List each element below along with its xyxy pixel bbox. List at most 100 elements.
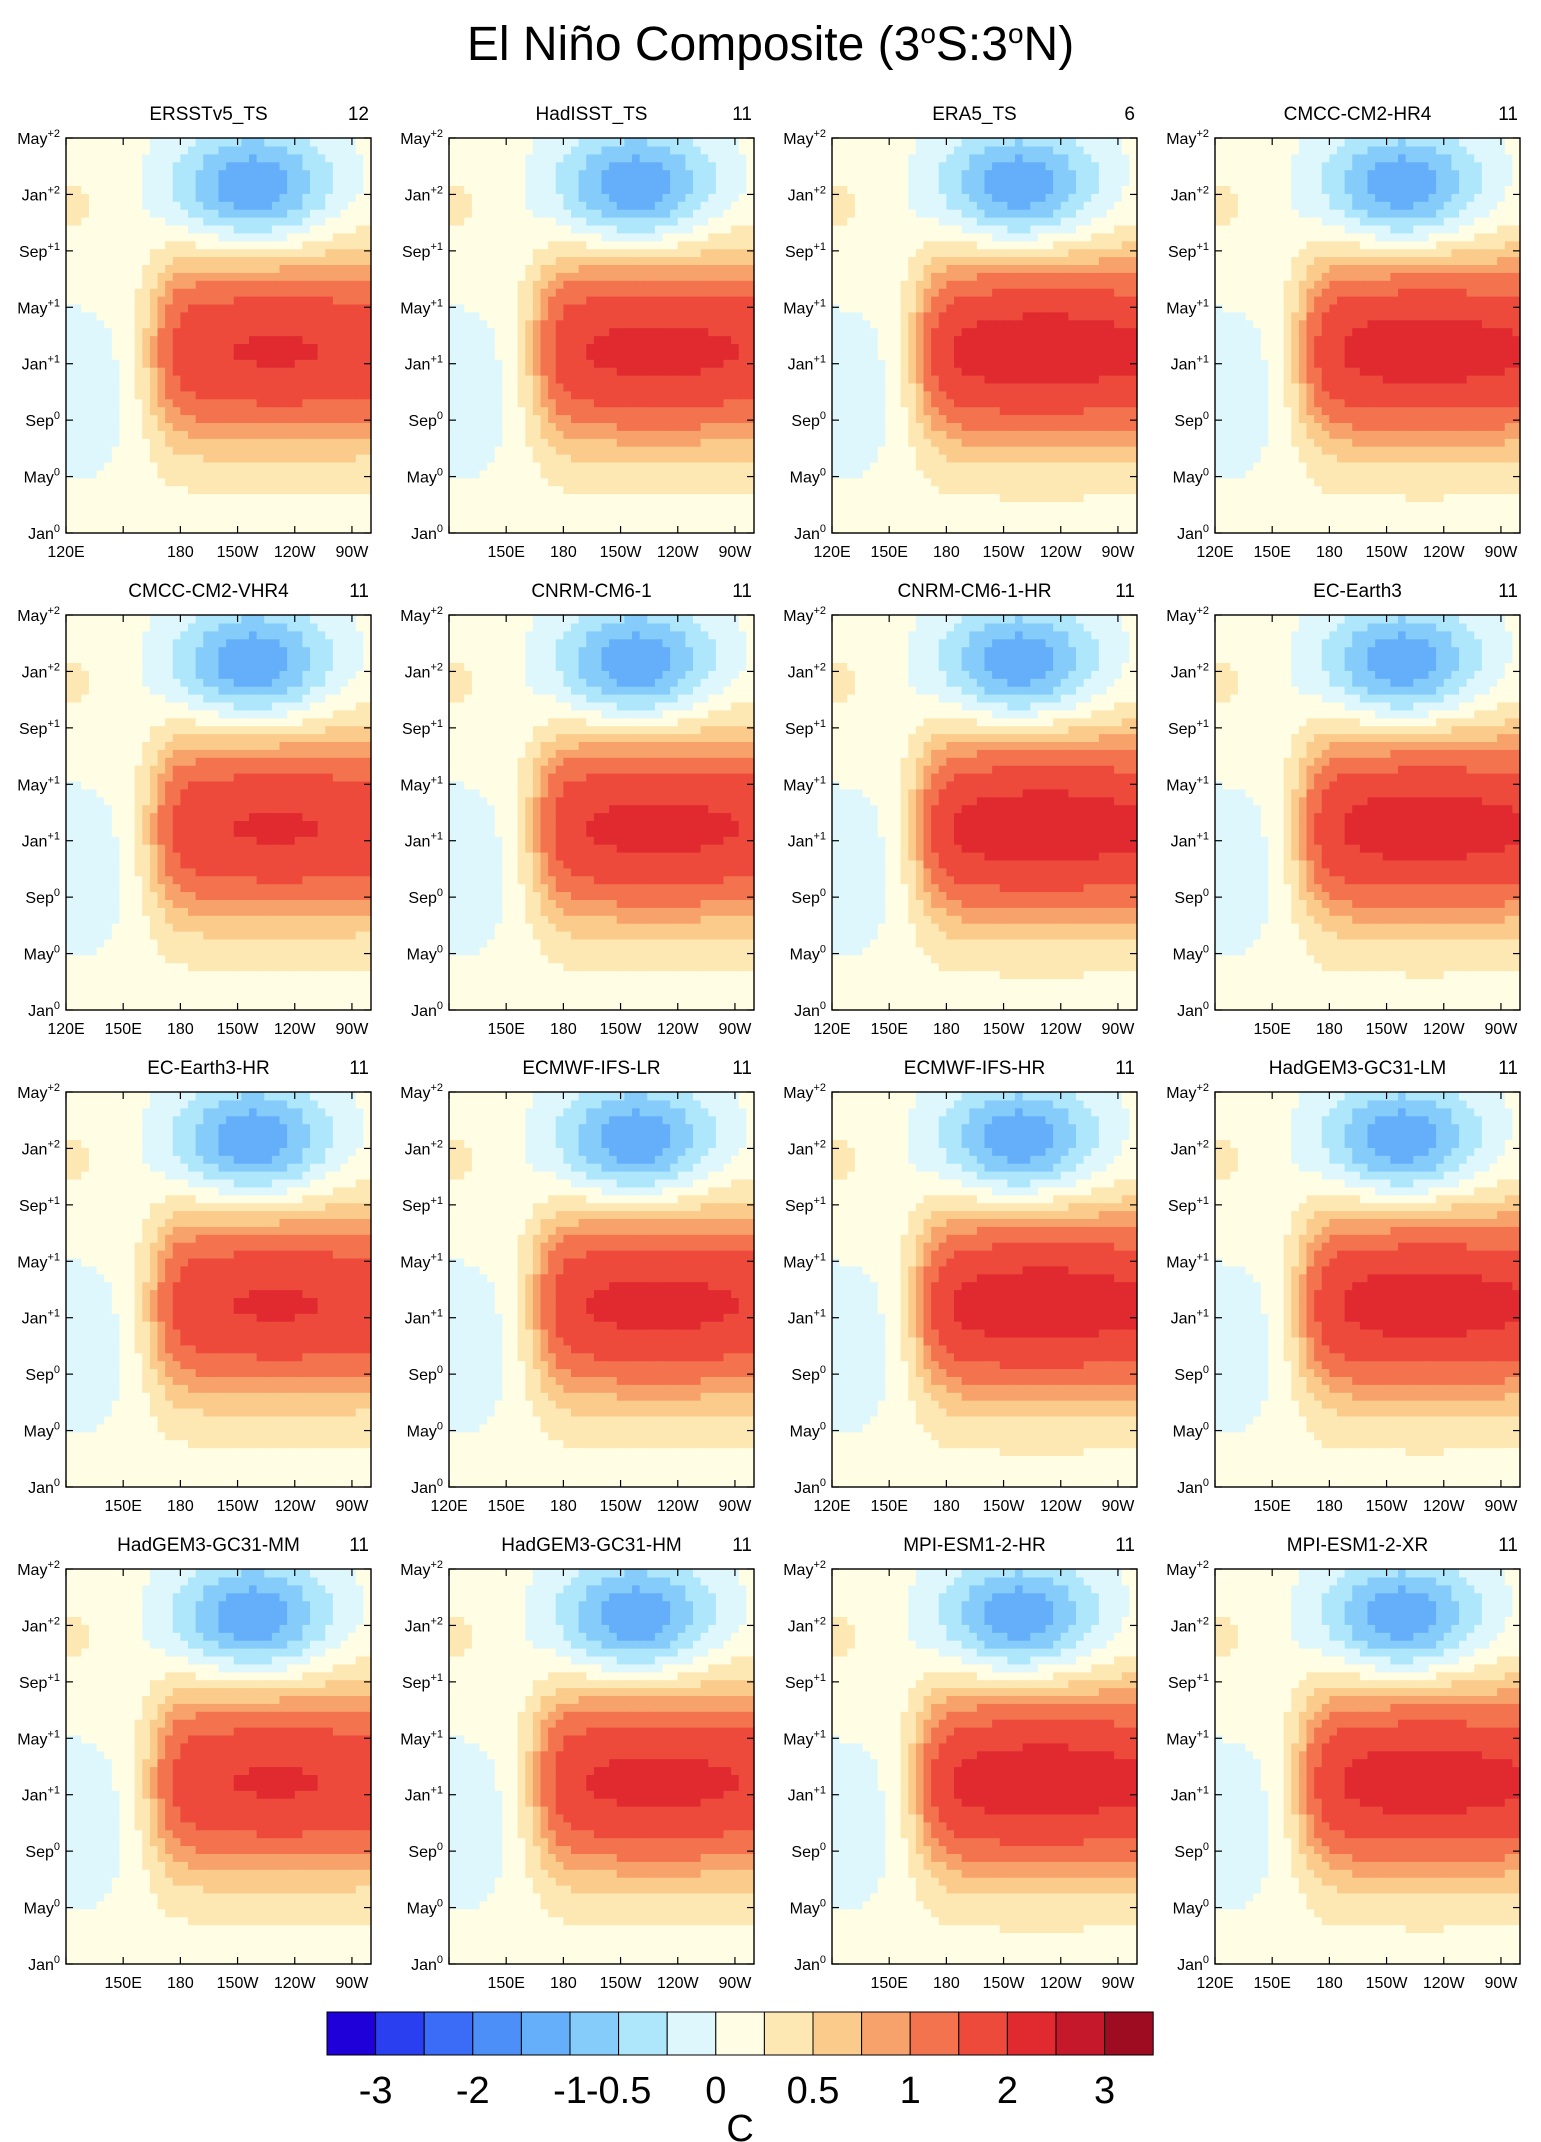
y-tick-label: Jan+1	[788, 1785, 826, 1805]
panel-title: HadGEM3-GC31-MM	[117, 1535, 300, 1556]
x-tick-label: 120E	[47, 544, 84, 561]
y-tick-label: Jan0	[1177, 1954, 1209, 1974]
colorbar-swatch	[1104, 2011, 1154, 2056]
colorbar-swatch	[423, 2011, 474, 2056]
y-tick-label: Jan+2	[788, 1138, 826, 1158]
y-tick-label: Sep+1	[1168, 1195, 1209, 1215]
y-tick-label: May+1	[783, 1251, 826, 1271]
colorbar-swatch	[861, 2011, 911, 2056]
y-tick-label: Jan0	[1177, 1000, 1209, 1020]
panel-hadisst-ts: HadISST_TS 11 Jan0 May0 Sep0 Jan+1 May+1 Sep+1 J…	[400, 104, 755, 561]
y-tick-label: Sep+1	[1168, 241, 1209, 261]
panel-count: 12	[348, 104, 369, 125]
x-tick-label: 180	[1316, 1975, 1343, 1992]
y-tick-label: Jan+2	[405, 1615, 443, 1635]
panel-title: HadGEM3-GC31-HM	[501, 1535, 682, 1556]
y-tick-label: Sep+1	[785, 718, 826, 738]
x-tick-label: 150W	[217, 1021, 260, 1038]
panel-frame	[65, 1091, 372, 1488]
y-tick-label: May0	[24, 1898, 60, 1918]
panel-ec-earth3-hr: EC-Earth3-HR 11 Jan0 May0 Sep0 Jan+1 May+1 Sep+…	[17, 1058, 372, 1515]
y-tick-label: Sep0	[25, 410, 60, 430]
y-tick-label: Sep+1	[19, 1195, 60, 1215]
y-tick-label: Jan+2	[788, 1615, 826, 1635]
panel-frame	[65, 1568, 372, 1965]
y-tick-label: Jan0	[1177, 523, 1209, 543]
y-tick-label: Jan+2	[788, 184, 826, 204]
panel-title: MPI-ESM1-2-HR	[903, 1535, 1046, 1556]
colorbar-swatch	[1055, 2011, 1106, 2056]
y-tick-label: May+2	[17, 128, 60, 148]
panel-mpi-esm1-2-hr: MPI-ESM1-2-HR 11 Jan0 May0 Sep0 Jan+1 May+1 Sep…	[783, 1535, 1138, 1992]
y-tick-label: May+2	[1166, 605, 1209, 625]
x-tick-label: 120W	[1040, 544, 1083, 561]
y-tick-label: May+2	[400, 128, 443, 148]
y-tick-label: Jan0	[411, 1000, 443, 1020]
heatmap-cells	[66, 1569, 372, 1965]
x-tick-label: 120E	[47, 1021, 84, 1038]
y-tick-label: Jan+2	[1171, 661, 1209, 681]
x-tick-label: 150W	[1366, 1498, 1409, 1515]
x-tick-label: 150E	[1254, 1498, 1291, 1515]
panel-count: 11	[732, 581, 752, 602]
x-tick-label: 150E	[871, 1498, 908, 1515]
y-tick-label: May+2	[1166, 128, 1209, 148]
x-tick-label: 180	[550, 544, 577, 561]
y-tick-label: May+2	[783, 1082, 826, 1102]
panel-title: CNRM-CM6-1	[531, 581, 651, 602]
y-tick-label: Jan+1	[788, 354, 826, 374]
x-tick-label: 120W	[274, 544, 317, 561]
x-tick-label: 90W	[1101, 1498, 1135, 1515]
y-tick-label: May+1	[783, 1728, 826, 1748]
y-tick-label: Jan+1	[1171, 354, 1209, 374]
x-tick-label: 150W	[217, 1498, 260, 1515]
colorbar-unit: C	[726, 2108, 753, 2142]
y-tick-label: May+1	[783, 297, 826, 317]
y-tick-label: Jan+2	[1171, 184, 1209, 204]
colorbar-tick-label: 2	[997, 2070, 1018, 2112]
x-tick-label: 120W	[1423, 1021, 1466, 1038]
panel-count: 11	[1498, 1058, 1518, 1079]
x-tick-label: 90W	[718, 1498, 752, 1515]
panel-cmcc-cm2-hr4: CMCC-CM2-HR4 11 Jan0 May0 Sep0 Jan+1 May+1 Sep+…	[1166, 104, 1521, 561]
y-tick-label: Jan+1	[405, 1785, 443, 1805]
y-tick-label: Jan0	[411, 1477, 443, 1497]
panel-title: CNRM-CM6-1-HR	[897, 581, 1051, 602]
y-tick-label: May0	[1173, 944, 1209, 964]
panel-frame	[448, 614, 755, 1011]
heatmap-cells	[449, 615, 755, 1011]
x-tick-label: 120W	[274, 1975, 317, 1992]
y-tick-label: May+2	[17, 1559, 60, 1579]
y-tick-label: Jan0	[794, 1000, 826, 1020]
panel-title: CMCC-CM2-VHR4	[128, 581, 289, 602]
x-tick-label: 90W	[335, 544, 369, 561]
panel-ec-earth3: EC-Earth3 11 Jan0 May0 Sep0 Jan+1 May+1 Sep+1 Ja…	[1166, 581, 1521, 1038]
x-tick-label: 150E	[488, 1975, 525, 1992]
panel-title: EC-Earth3	[1313, 581, 1402, 602]
y-tick-label: Sep+1	[19, 1672, 60, 1692]
panel-count: 11	[732, 1535, 752, 1556]
x-tick-label: 150E	[105, 1975, 142, 1992]
y-tick-label: May0	[1173, 467, 1209, 487]
y-tick-label: Jan+1	[405, 354, 443, 374]
main-title: El Niño Composite (3oS:3oN)	[0, 4, 1541, 75]
panel-cnrm-cm6-1-hr: CNRM-CM6-1-HR 11 Jan0 May0 Sep0 Jan+1 May+1 Sep…	[783, 581, 1138, 1038]
y-tick-label: May+1	[1166, 1728, 1209, 1748]
x-tick-label: 180	[933, 1975, 960, 1992]
panel-title: ECMWF-IFS-LR	[522, 1058, 660, 1079]
x-tick-label: 180	[167, 1975, 194, 1992]
heatmap-cells	[449, 138, 755, 534]
y-tick-label: May0	[1173, 1421, 1209, 1441]
heatmap-cells	[449, 1569, 755, 1965]
panel-frame	[65, 614, 372, 1011]
y-tick-label: Sep0	[25, 1364, 60, 1384]
y-tick-label: Sep0	[25, 1841, 60, 1861]
y-tick-label: Jan+1	[788, 831, 826, 851]
x-tick-label: 150W	[217, 1975, 260, 1992]
panel-frame	[448, 1091, 755, 1488]
y-tick-label: May+1	[400, 297, 443, 317]
y-tick-label: May+1	[17, 297, 60, 317]
y-tick-label: Jan+2	[788, 661, 826, 681]
y-tick-label: Sep+1	[19, 241, 60, 261]
y-tick-label: Sep0	[791, 1841, 826, 1861]
